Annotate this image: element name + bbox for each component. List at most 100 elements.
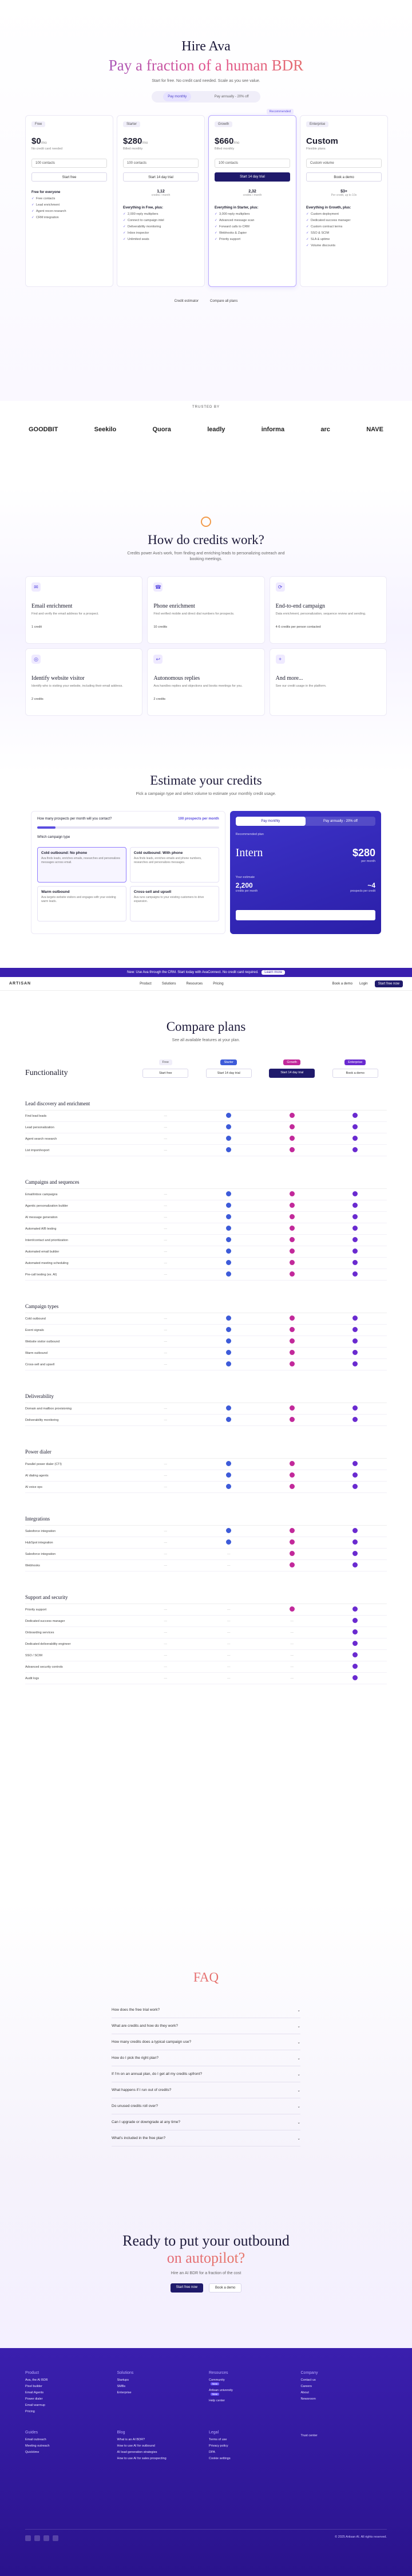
youtube-icon[interactable]	[43, 2535, 49, 2541]
x-icon[interactable]	[34, 2535, 40, 2541]
toggle-annual[interactable]: Pay annually - 20% off	[214, 95, 249, 99]
toggle-monthly[interactable]: Pay monthly	[163, 92, 192, 101]
estimate-sub: credits per month	[235, 889, 258, 893]
brand-logo[interactable]: ARTISAN	[9, 982, 31, 986]
faq-item[interactable]: If I'm on an annual plan, do I get all m…	[112, 2066, 300, 2082]
footer-link[interactable]: How to use AI for sales prospecting	[117, 2457, 167, 2460]
campaign-option[interactable]: Cold outbound: No phone Ava finds leads, …	[37, 847, 126, 883]
recommended-price-sub: per month	[361, 860, 375, 863]
footer-link[interactable]: Community	[209, 2378, 225, 2382]
plan-volume-select[interactable]: 100 contacts	[123, 159, 199, 168]
nav-link[interactable]: Pricing	[213, 982, 224, 986]
prospects-slider[interactable]	[37, 826, 219, 829]
nav-book-demo[interactable]: Book a demo	[332, 982, 352, 986]
campaign-option[interactable]: Warm outbound Ava targets website visitor…	[37, 886, 126, 921]
footer-link[interactable]: What is an AI BDR?	[117, 2438, 145, 2441]
instagram-icon[interactable]	[53, 2535, 58, 2541]
footer-link[interactable]: Careers	[300, 2385, 312, 2388]
footer-link[interactable]: Meeting outreach	[25, 2444, 50, 2448]
check-icon	[352, 1203, 358, 1208]
credit-estimator-link[interactable]: Credit estimator	[174, 300, 199, 303]
plan-billing: Flexible plans	[306, 147, 326, 151]
faq-item[interactable]: How do I pick the right plan? ⌄	[112, 2050, 300, 2066]
faq-item[interactable]: How many credits does a typical campaign…	[112, 2034, 300, 2050]
check-icon	[226, 1136, 232, 1141]
faq-item[interactable]: What are credits and how do they work? ⌄	[112, 2018, 300, 2034]
check-icon	[226, 1113, 232, 1118]
footer-link[interactable]: Cookie settings	[209, 2457, 231, 2460]
estimate-cta[interactable]	[235, 910, 375, 920]
footer-link[interactable]: Email outreach	[25, 2438, 46, 2441]
check-icon	[289, 1315, 295, 1321]
check-icon	[352, 1405, 358, 1411]
cta-primary-button[interactable]: Start free now	[170, 2283, 203, 2293]
plan-cta-button[interactable]: Start 14 day trial	[123, 172, 199, 182]
faq-item[interactable]: Can I upgrade or downgrade at any time? ⌄	[112, 2114, 300, 2130]
dash-icon: —	[164, 1474, 168, 1478]
plan-volume-select[interactable]: 100 contacts	[31, 159, 107, 168]
footer-link[interactable]: Privacy policy	[209, 2444, 228, 2448]
footer-link[interactable]: Artisan university	[209, 2389, 233, 2392]
faq-item[interactable]: What happens if I run out of credits? ⌄	[112, 2082, 300, 2098]
nav-link[interactable]: Resources	[186, 982, 203, 986]
nav-login[interactable]: Login	[359, 982, 368, 986]
footer-link[interactable]: Terms of use	[209, 2438, 227, 2441]
footer-link[interactable]: Trust center	[300, 2434, 318, 2437]
check-icon	[226, 1461, 232, 1466]
faq-item[interactable]: What's included in the free plan? ⌄	[112, 2130, 300, 2146]
compare-column-cta[interactable]: Start 14 day trial	[269, 1069, 315, 1078]
compare-cell: —	[134, 1273, 197, 1277]
footer-link[interactable]: Newsroom	[300, 2397, 316, 2401]
footer-link[interactable]: SMBs	[117, 2385, 126, 2388]
footer-link[interactable]: Pricing	[25, 2410, 35, 2413]
footer-link[interactable]: Email warmup	[25, 2404, 45, 2407]
compare-cell	[260, 1260, 324, 1266]
plan-price-unit: /mo	[233, 141, 240, 145]
footer-link[interactable]: Quicktime	[25, 2451, 39, 2454]
footer-links-bottom: Guides Email outreach Meeting outreach Quic…	[25, 2431, 387, 2460]
footer-link[interactable]: About	[300, 2391, 309, 2394]
linkedin-icon[interactable]	[25, 2535, 31, 2541]
footer-link[interactable]: AI lead generation strategies	[117, 2451, 157, 2454]
credits-description: Credits power Ava's work, from finding a…	[127, 552, 285, 561]
compare-cell	[324, 1405, 387, 1412]
credit-card-icon: ✉	[31, 582, 41, 592]
plan-cta-button[interactable]: Book a demo	[306, 172, 382, 182]
campaign-option[interactable]: Cold outbound: With phone Ava finds leads…	[129, 847, 219, 883]
compare-cell	[324, 1539, 387, 1546]
footer-link[interactable]: How to use AI for outbound	[117, 2444, 155, 2448]
compare-column-cta[interactable]: Start 14 day trial	[205, 1069, 252, 1078]
compare-column-cta[interactable]: Book a demo	[332, 1069, 378, 1078]
footer-link[interactable]: Ava, the AI BDR	[25, 2378, 48, 2382]
faq-item[interactable]: Do unused credits roll over? ⌄	[112, 2098, 300, 2114]
faq-item[interactable]: How does the free trial work? ⌄	[112, 2002, 300, 2018]
plan-volume-select[interactable]: 100 contacts	[215, 159, 290, 168]
plan-cta-button[interactable]: Start 14 day trial	[215, 172, 290, 182]
check-icon	[352, 1136, 358, 1141]
nav-link[interactable]: Solutions	[161, 982, 176, 986]
compare-column-cta[interactable]: Start free	[142, 1069, 189, 1078]
announcement-cta[interactable]: Learn more	[262, 970, 285, 975]
footer-link[interactable]: Pixel builder	[25, 2385, 42, 2388]
footer-link[interactable]: DPA	[209, 2451, 215, 2454]
plan-feature: 2,000 reply multipliers	[123, 212, 199, 216]
footer-link[interactable]: Contact us	[300, 2378, 316, 2382]
compare-column-label: Enterprise	[344, 1059, 366, 1065]
footer-link[interactable]: Email Agents	[25, 2391, 44, 2394]
campaign-option[interactable]: Cross-sell and upsell Ava runs campaigns …	[129, 886, 219, 921]
footer-link[interactable]: Startups	[117, 2378, 129, 2382]
billing-toggle[interactable]: Pay monthly Pay annually - 20% off	[152, 91, 260, 103]
plan-volume-select[interactable]: Custom volume	[306, 159, 382, 168]
footer-link[interactable]: Help center	[209, 2399, 225, 2402]
footer-link[interactable]: Enterprise	[117, 2391, 132, 2394]
estimate-tab-annual[interactable]: Pay annually - 20% off	[323, 820, 358, 823]
cta-secondary-button[interactable]: Book a demo	[209, 2283, 242, 2293]
estimate-tab-monthly[interactable]: Pay monthly	[235, 817, 306, 826]
plan-price-amount: $280	[123, 136, 142, 146]
nav-link[interactable]: Product	[140, 982, 152, 986]
plan-cta-button[interactable]: Start free	[31, 172, 107, 182]
footer-link[interactable]: Power dialer	[25, 2397, 43, 2401]
compare-cell	[197, 1203, 261, 1209]
nav-start-free[interactable]: Start free now	[374, 980, 403, 987]
compare-plans-link[interactable]: Compare all plans	[210, 300, 238, 303]
